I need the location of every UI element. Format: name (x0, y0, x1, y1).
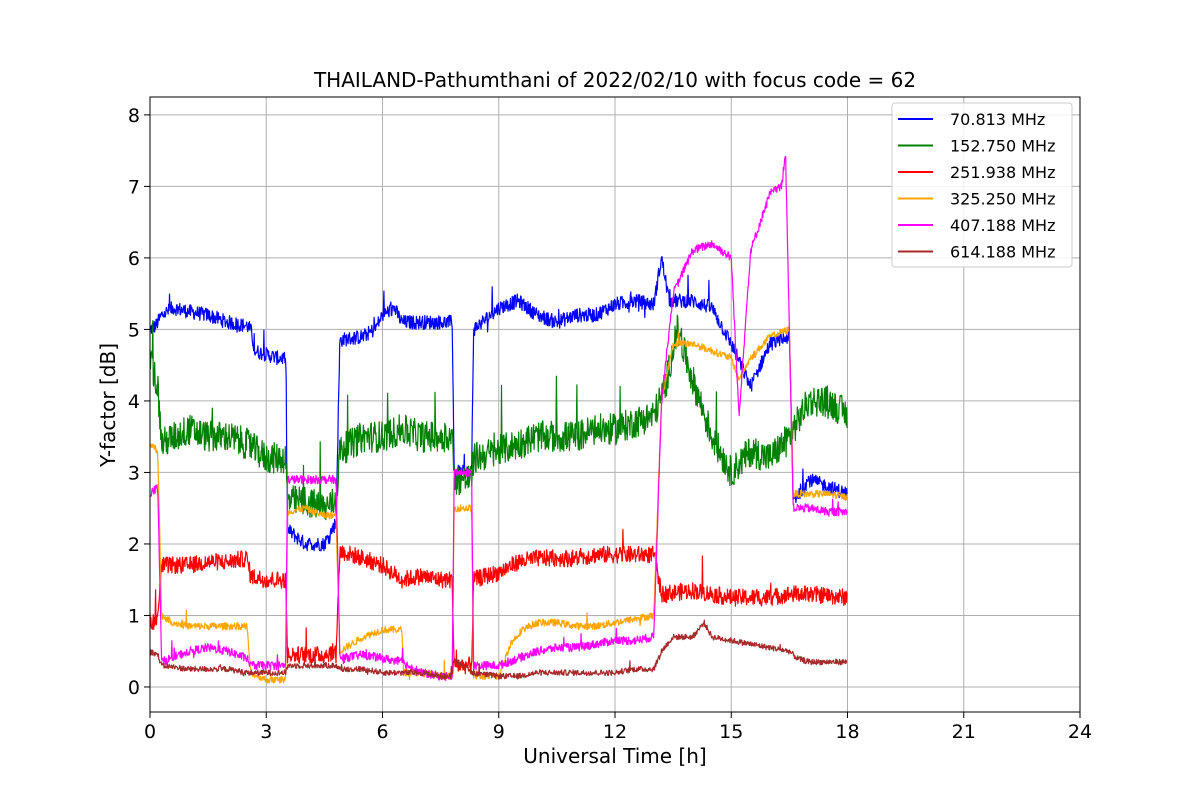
x-tick-label: 24 (1068, 721, 1092, 743)
series-line-0 (149, 255, 848, 552)
legend-label: 70.813 MHz (950, 110, 1045, 129)
legend-item: 325.250 MHz (898, 190, 1055, 209)
y-tick-label: 5 (128, 319, 140, 341)
x-tick-label: 6 (376, 721, 388, 743)
series-line-1 (149, 314, 848, 521)
series-line-4 (149, 155, 848, 681)
x-tick-label: 3 (260, 721, 272, 743)
y-tick-label: 8 (128, 105, 140, 127)
legend-item: 70.813 MHz (898, 110, 1045, 129)
y-tick-label: 1 (128, 605, 140, 627)
series-line-2 (149, 528, 848, 675)
x-axis-title: Universal Time [h] (523, 744, 706, 768)
y-tick-label: 3 (128, 462, 140, 484)
legend-item: 152.750 MHz (898, 137, 1055, 156)
legend-label: 614.188 MHz (950, 243, 1055, 262)
legend-box (891, 102, 1073, 268)
legend-item: 614.188 MHz (898, 243, 1055, 262)
x-tick-label: 9 (493, 721, 505, 743)
chart-title: THAILAND-Pathumthani of 2022/02/10 with … (313, 68, 916, 92)
y-tick-label: 4 (128, 391, 140, 413)
y-tick-label: 2 (128, 534, 140, 556)
series-lines (149, 155, 848, 684)
legend-label: 407.188 MHz (950, 216, 1055, 235)
legend-item: 407.188 MHz (898, 216, 1055, 235)
legend: 70.813 MHz 152.750 MHz 251.938 MHz 325.250 … (891, 102, 1073, 268)
x-tick-label: 12 (603, 721, 627, 743)
x-tick-label: 21 (952, 721, 976, 743)
x-tick-label: 18 (835, 721, 859, 743)
legend-label: 325.250 MHz (950, 190, 1055, 209)
y-tick-label: 6 (128, 248, 140, 270)
y-tick-label: 0 (128, 677, 140, 699)
y-axis-title: Y-factor [dB] (96, 343, 120, 468)
legend-label: 251.938 MHz (950, 163, 1055, 182)
legend-label: 152.750 MHz (950, 137, 1055, 156)
legend-item: 251.938 MHz (898, 163, 1055, 182)
y-tick-label: 7 (128, 176, 140, 198)
series-line-5 (149, 619, 848, 680)
x-tick-label: 15 (719, 721, 743, 743)
x-tick-label: 0 (144, 721, 156, 743)
